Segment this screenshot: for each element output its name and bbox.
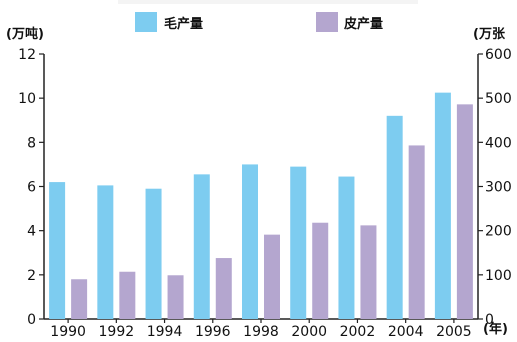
legend-swatch-wool — [135, 12, 157, 32]
x-tick-label-1996: 1996 — [195, 324, 231, 340]
bar-wool-2004 — [386, 115, 403, 319]
bar-hide-2005 — [456, 104, 473, 319]
bar-hide-1990 — [71, 279, 88, 319]
right-tick-label: 500 — [485, 91, 512, 107]
right-tick-label: 200 — [485, 224, 512, 240]
left-tick-label: 2 — [27, 268, 36, 284]
x-tick-label-1998: 1998 — [243, 324, 279, 340]
x-tick-label-1992: 1992 — [99, 324, 135, 340]
bar-hide-1992 — [119, 271, 136, 319]
bar-wool-2002 — [338, 176, 355, 319]
right-tick-label: 100 — [485, 268, 512, 284]
bar-wool-1998 — [242, 164, 258, 319]
x-axis-ticks: 1990 1992 1994 1996 1998 2000 2002 2004 2005 — [50, 319, 472, 340]
x-tick-label-2004: 2004 — [388, 324, 424, 340]
bar-hide-1998 — [264, 234, 280, 319]
bar-wool-1996 — [193, 174, 210, 319]
legend: 毛产量 皮产量 — [135, 12, 383, 32]
chart-title-fragment — [118, 0, 418, 4]
legend-label-hide: 皮产量 — [343, 16, 383, 32]
right-tick-label: 400 — [485, 135, 512, 151]
left-tick-label: 8 — [27, 135, 36, 151]
right-axis-unit-label: (万张 — [473, 27, 506, 42]
left-tick-label: 12 — [18, 47, 36, 63]
x-tick-label-2000: 2000 — [291, 324, 327, 340]
bar-wool-1992 — [97, 185, 114, 319]
right-tick-label: 300 — [485, 180, 512, 196]
left-axis-ticks: 0 2 4 6 8 10 12 — [18, 47, 44, 328]
legend-label-wool: 毛产量 — [164, 16, 203, 32]
left-tick-label: 4 — [27, 224, 36, 240]
bar-hide-2002 — [360, 225, 377, 319]
x-tick-label-2002: 2002 — [340, 324, 376, 340]
left-tick-label: 0 — [27, 312, 36, 328]
x-axis-unit-label: (年) — [483, 321, 508, 337]
left-axis-unit-label: (万吨) — [6, 26, 44, 42]
bar-wool-1994 — [145, 188, 162, 319]
left-tick-label: 10 — [18, 91, 36, 107]
x-tick-label-1990: 1990 — [50, 324, 86, 340]
bar-wool-2000 — [290, 166, 307, 319]
legend-swatch-hide — [316, 12, 338, 32]
bar-hide-2000 — [312, 222, 329, 319]
x-tick-label-2005: 2005 — [436, 324, 472, 340]
bar-wool-1990 — [49, 182, 66, 319]
bars — [49, 92, 473, 319]
bar-hide-2004 — [408, 145, 425, 319]
bar-hide-1996 — [215, 258, 232, 319]
right-tick-label: 0 — [485, 312, 494, 328]
x-tick-label-1994: 1994 — [147, 324, 183, 340]
bar-hide-1994 — [167, 275, 184, 319]
bar-wool-2005 — [434, 92, 451, 319]
right-tick-label: 600 — [485, 47, 512, 63]
right-axis-ticks: 0 100 200 300 400 500 600 — [478, 47, 512, 328]
left-tick-label: 6 — [27, 180, 36, 196]
